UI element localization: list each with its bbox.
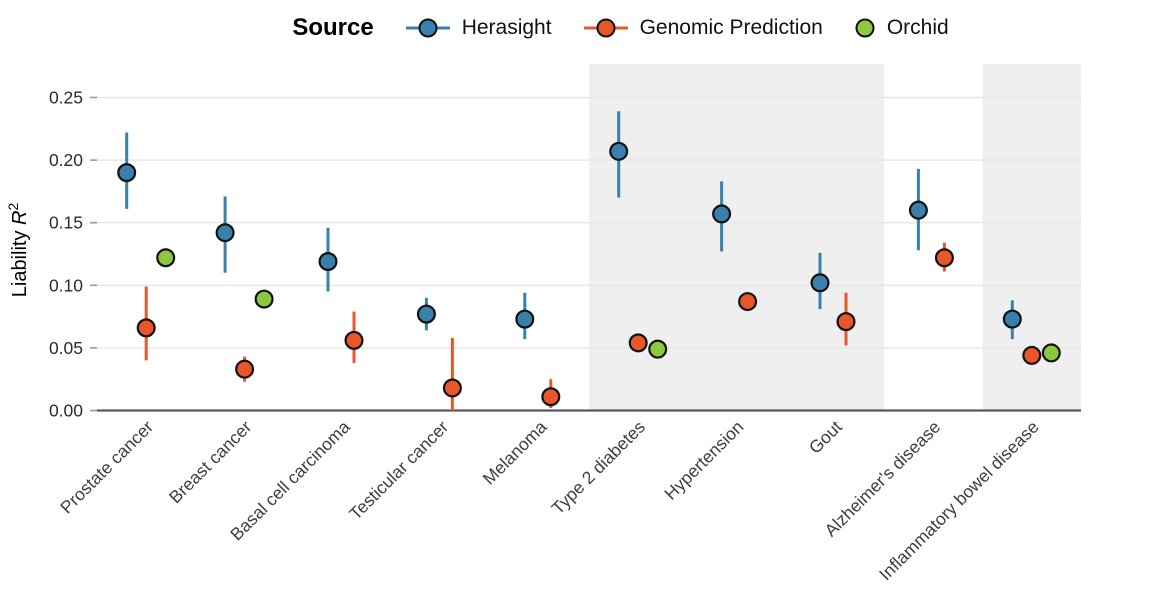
point-orchid-breast-cancer bbox=[254, 289, 274, 309]
y-axis-title: Liability R2 bbox=[5, 203, 31, 298]
point-herasight-hypertension bbox=[712, 204, 732, 224]
point-herasight-type-2-diabetes bbox=[609, 141, 629, 161]
legend-item-herasight: Herasight bbox=[404, 16, 552, 40]
y-tick-label: 0.00 bbox=[49, 401, 83, 421]
legend-item-orchid: Orchid bbox=[853, 16, 949, 40]
point-orchid-prostate-cancer bbox=[156, 248, 176, 268]
x-axis-label: Inflammatory bowel disease bbox=[875, 417, 1043, 585]
point-herasight-alzheimer-s-disease bbox=[908, 200, 928, 220]
point-herasight-melanoma bbox=[515, 309, 535, 329]
legend-item-genomic-prediction: Genomic Prediction bbox=[582, 16, 823, 40]
x-axis-label: Gout bbox=[805, 417, 846, 458]
legend-item-label-genomic-prediction: Genomic Prediction bbox=[639, 16, 823, 39]
x-axis-label: Type 2 diabetes bbox=[548, 417, 650, 519]
point-genomic-prediction-alzheimer-s-disease bbox=[934, 248, 954, 268]
orchid-key-icon bbox=[855, 18, 875, 38]
herasight-key-icon bbox=[405, 18, 450, 38]
genomic-prediction-key-icon bbox=[583, 18, 628, 38]
point-genomic-prediction-inflammatory-bowel-disease bbox=[1022, 345, 1042, 365]
point-orchid-inflammatory-bowel-disease bbox=[1041, 343, 1061, 363]
point-genomic-prediction-prostate-cancer bbox=[136, 318, 156, 338]
y-tick-label: 0.10 bbox=[49, 275, 83, 295]
legend-title: Source bbox=[292, 14, 374, 41]
point-herasight-gout bbox=[810, 273, 830, 293]
point-genomic-prediction-breast-cancer bbox=[235, 359, 255, 379]
x-axis-label: Melanoma bbox=[479, 417, 551, 489]
point-genomic-prediction-melanoma bbox=[541, 387, 561, 407]
y-tick-label: 0.15 bbox=[49, 213, 83, 233]
point-orchid-type-2-diabetes bbox=[648, 339, 668, 359]
point-genomic-prediction-basal-cell-carcinoma bbox=[344, 330, 364, 350]
point-genomic-prediction-testicular-cancer bbox=[442, 378, 462, 398]
y-tick-label: 0.25 bbox=[49, 88, 83, 108]
x-axis-label: Hypertension bbox=[660, 417, 747, 504]
point-herasight-basal-cell-carcinoma bbox=[318, 252, 338, 272]
x-axis-label: Testicular cancer bbox=[345, 417, 452, 524]
legend: Source Herasight Genomic Prediction Orch… bbox=[0, 8, 1171, 48]
legend-item-label-orchid: Orchid bbox=[886, 16, 949, 39]
y-tick-label: 0.20 bbox=[49, 150, 83, 170]
point-herasight-prostate-cancer bbox=[117, 163, 137, 183]
highlight-band bbox=[589, 64, 885, 411]
point-herasight-inflammatory-bowel-disease bbox=[1002, 309, 1022, 329]
y-tick-label: 0.05 bbox=[49, 338, 83, 358]
point-herasight-testicular-cancer bbox=[416, 304, 436, 324]
legend-item-label-herasight: Herasight bbox=[461, 16, 552, 39]
point-genomic-prediction-gout bbox=[836, 312, 856, 332]
x-axis-label: Breast cancer bbox=[165, 417, 256, 508]
point-genomic-prediction-hypertension bbox=[738, 292, 758, 312]
x-axis-label: Prostate cancer bbox=[56, 417, 157, 518]
point-genomic-prediction-type-2-diabetes bbox=[628, 333, 648, 353]
point-herasight-breast-cancer bbox=[215, 223, 235, 243]
